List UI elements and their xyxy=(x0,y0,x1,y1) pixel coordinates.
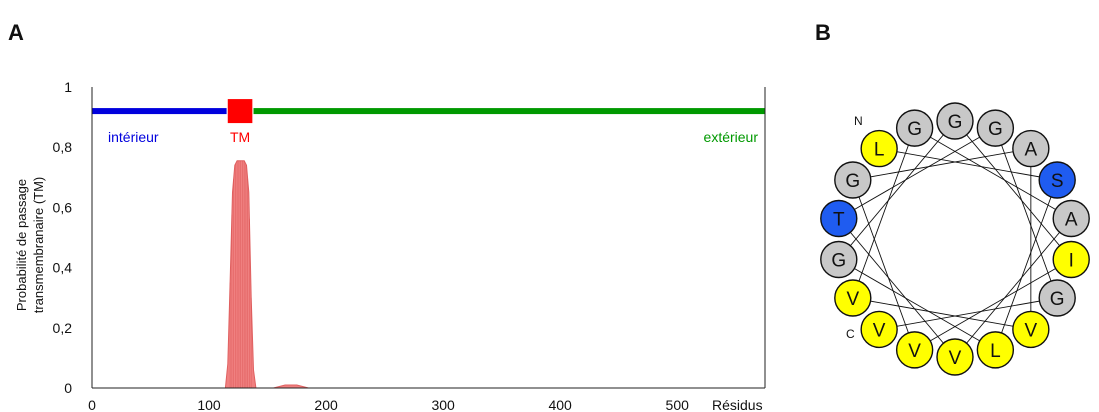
residue-circle xyxy=(1012,310,1050,349)
residue-circle xyxy=(976,109,1015,147)
residue-circle xyxy=(860,129,898,168)
helix-connection-line xyxy=(838,218,956,358)
y-tick-label: 0,4 xyxy=(53,260,73,276)
residue-circle xyxy=(834,279,872,317)
helix-connection-line xyxy=(838,120,956,260)
helix-connection-line xyxy=(852,179,916,351)
residue-circle xyxy=(820,199,858,238)
c-terminus-label: C xyxy=(846,327,855,341)
helix-connection-line xyxy=(838,127,996,219)
helix-connection-line xyxy=(852,127,916,299)
x-tick-label: 500 xyxy=(666,397,690,412)
n-terminus-label: N xyxy=(854,114,863,128)
region-label-outside: extérieur xyxy=(704,129,759,145)
y-tick-label: 1 xyxy=(64,79,72,95)
residue-label: G xyxy=(1050,289,1065,310)
helix-connection-line xyxy=(954,120,1072,260)
residue-label: I xyxy=(1069,250,1074,271)
topology-segment-inside xyxy=(92,108,227,115)
x-tick-label: 200 xyxy=(314,397,338,412)
y-tick-label: 0,8 xyxy=(53,139,73,155)
residue-label: G xyxy=(845,171,860,192)
residue-label: G xyxy=(948,112,963,133)
x-tick-label: 0 xyxy=(88,397,96,412)
residue-label: V xyxy=(908,341,921,362)
residue-label: S xyxy=(1051,171,1064,192)
helix-connections xyxy=(838,120,1072,358)
residue-label: G xyxy=(988,119,1003,140)
residue-label: G xyxy=(907,119,922,140)
residue-circle xyxy=(1038,161,1076,199)
residue-circle xyxy=(936,338,974,376)
residue-circle xyxy=(1052,240,1090,279)
y-tick-label: 0,6 xyxy=(53,199,73,215)
x-tick-label: 400 xyxy=(548,397,572,412)
residue-circle xyxy=(860,310,898,349)
helix-connection-line xyxy=(838,259,996,351)
helix-connection-line xyxy=(852,148,1031,181)
residue-circle xyxy=(895,331,934,369)
helix-connection-line xyxy=(914,127,1072,219)
helix-connection-line xyxy=(852,297,1031,330)
residue-label: L xyxy=(990,341,1001,362)
x-axis-label: Résidus xyxy=(712,397,763,412)
helix-connection-line xyxy=(994,127,1058,299)
residue-circle xyxy=(976,331,1015,369)
helix-connection-line xyxy=(879,148,1058,181)
tick-labels: 0 0,2 0,4 0,6 0,8 1 0 100 200 300 400 500 xyxy=(53,79,690,412)
chart-axes xyxy=(91,87,766,389)
topology-segment-outside xyxy=(253,108,765,115)
tm-probability-chart: intérieur TM extérieur 0 0,2 0,4 0,6 0,8 1 0 100 2… xyxy=(14,79,766,412)
tm-segment-box xyxy=(227,99,253,124)
residue-circle xyxy=(1038,279,1076,317)
y-tick-label: 0 xyxy=(64,380,72,396)
panel-b-letter: B xyxy=(815,20,831,45)
x-tick-label: 100 xyxy=(197,397,221,412)
residue-label: A xyxy=(1065,210,1078,231)
residue-circle xyxy=(936,102,974,140)
probability-area xyxy=(224,160,315,389)
y-tick-label: 0,2 xyxy=(53,320,73,336)
topology-bar: intérieur TM extérieur xyxy=(92,99,765,145)
residue-label: V xyxy=(873,320,886,341)
residue-label: L xyxy=(874,140,885,161)
residue-label: T xyxy=(833,210,845,231)
helix-connection-line xyxy=(879,297,1058,330)
residue-circle xyxy=(1052,199,1090,238)
residue-label: A xyxy=(1025,140,1038,161)
helix-connection-line xyxy=(994,179,1058,351)
residue-label: V xyxy=(846,289,859,310)
y-axis-label-line1: Probabilité de passage xyxy=(14,179,29,311)
residue-label: V xyxy=(949,348,962,369)
residue-label: G xyxy=(831,250,846,271)
helix-connection-line xyxy=(954,218,1072,358)
helix-connection-line xyxy=(914,259,1072,351)
residue-circle xyxy=(1012,129,1050,168)
region-label-inside: intérieur xyxy=(108,129,159,145)
residue-circle xyxy=(895,109,934,147)
y-axis-label-line2: transmembranaire (TM) xyxy=(31,177,46,314)
residue-circle xyxy=(834,161,872,199)
panel-a-letter: A xyxy=(8,20,24,45)
x-tick-label: 300 xyxy=(431,397,455,412)
region-label-tm: TM xyxy=(230,129,250,145)
residue-label: V xyxy=(1025,320,1038,341)
residue-circle xyxy=(820,240,858,279)
